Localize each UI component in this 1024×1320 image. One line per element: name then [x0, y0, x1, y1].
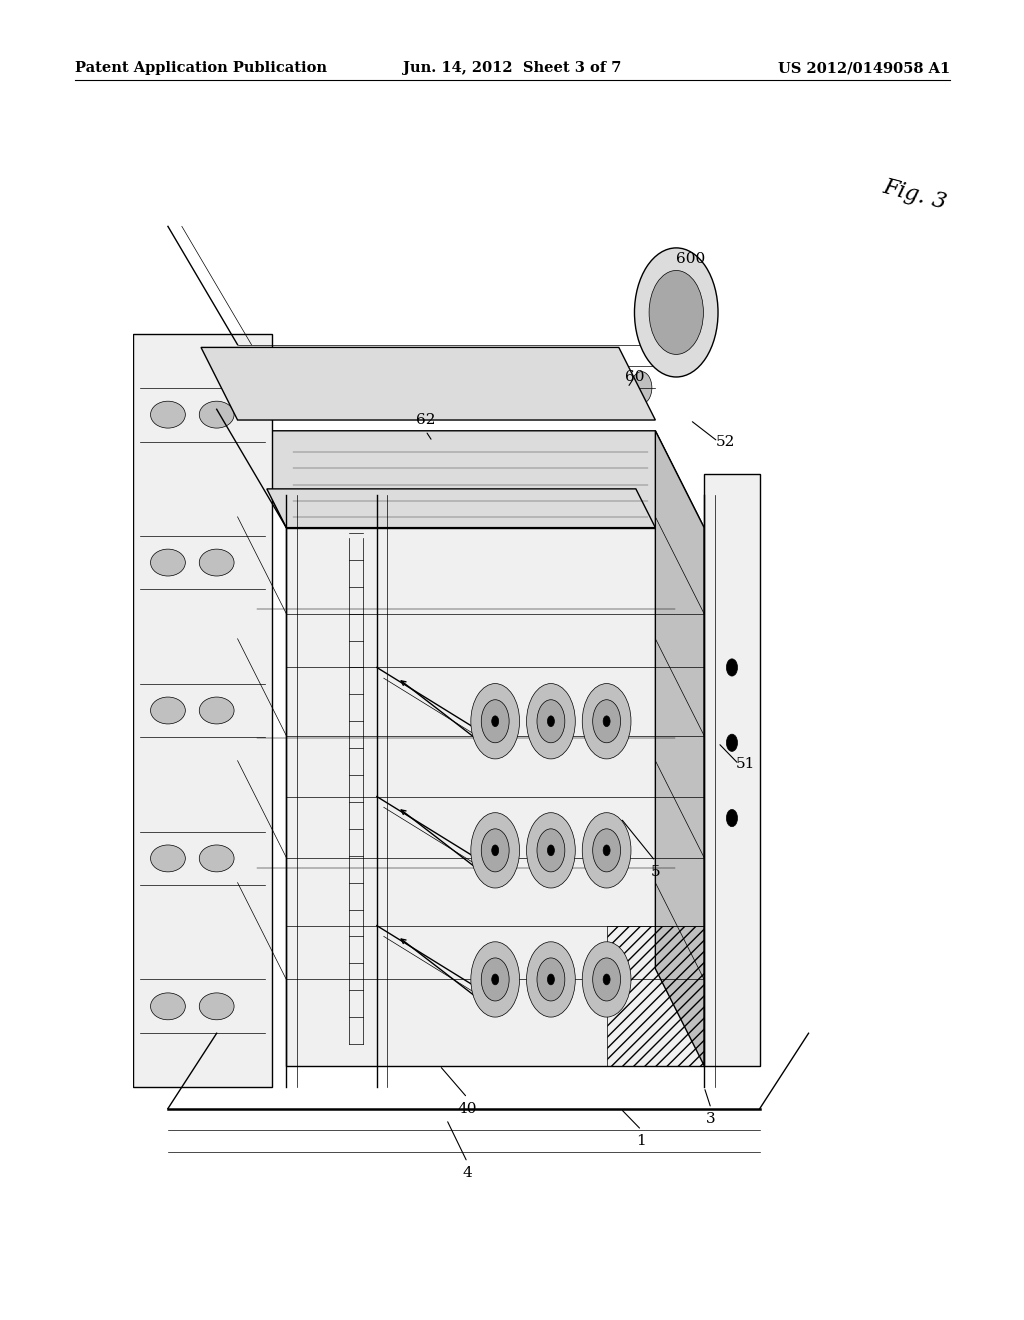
Circle shape: [548, 845, 554, 855]
Text: 600: 600: [676, 252, 705, 265]
Circle shape: [726, 659, 737, 676]
Text: 62: 62: [416, 413, 435, 428]
Polygon shape: [705, 474, 760, 1065]
Circle shape: [603, 845, 610, 855]
Text: Patent Application Publication: Patent Application Publication: [75, 61, 327, 75]
Text: 51: 51: [736, 758, 756, 771]
Ellipse shape: [200, 401, 234, 428]
Text: 60: 60: [625, 370, 644, 384]
Circle shape: [603, 715, 610, 726]
Polygon shape: [267, 488, 655, 528]
Circle shape: [492, 845, 499, 855]
Circle shape: [593, 958, 621, 1001]
Text: 40: 40: [458, 1101, 477, 1115]
Circle shape: [526, 941, 575, 1018]
Circle shape: [471, 684, 519, 759]
Ellipse shape: [200, 845, 234, 873]
Circle shape: [649, 271, 703, 354]
Polygon shape: [287, 528, 705, 1065]
Circle shape: [583, 813, 631, 888]
Circle shape: [548, 974, 554, 985]
Ellipse shape: [151, 401, 185, 428]
Circle shape: [492, 715, 499, 726]
Ellipse shape: [200, 993, 234, 1020]
Circle shape: [726, 734, 737, 751]
Ellipse shape: [200, 697, 234, 723]
Text: US 2012/0149058 A1: US 2012/0149058 A1: [778, 61, 950, 75]
Circle shape: [593, 700, 621, 743]
Circle shape: [526, 813, 575, 888]
Ellipse shape: [151, 845, 185, 873]
Circle shape: [548, 715, 554, 726]
Circle shape: [537, 700, 565, 743]
Text: 3: 3: [707, 1113, 716, 1126]
Circle shape: [526, 684, 575, 759]
Circle shape: [635, 248, 718, 378]
Text: 52: 52: [716, 434, 734, 449]
Circle shape: [537, 829, 565, 873]
Circle shape: [603, 974, 610, 985]
Ellipse shape: [200, 549, 234, 576]
Circle shape: [583, 684, 631, 759]
Circle shape: [481, 829, 509, 873]
Circle shape: [631, 372, 652, 404]
Circle shape: [726, 809, 737, 826]
Polygon shape: [655, 430, 705, 1065]
Circle shape: [537, 958, 565, 1001]
Circle shape: [593, 829, 621, 873]
Text: 5: 5: [650, 865, 660, 879]
Text: Fig. 3: Fig. 3: [880, 176, 948, 214]
Circle shape: [481, 700, 509, 743]
Text: Jun. 14, 2012  Sheet 3 of 7: Jun. 14, 2012 Sheet 3 of 7: [402, 61, 622, 75]
Ellipse shape: [151, 993, 185, 1020]
Text: 1: 1: [637, 1134, 646, 1148]
Polygon shape: [201, 347, 655, 420]
Circle shape: [471, 941, 519, 1018]
Circle shape: [583, 941, 631, 1018]
Circle shape: [471, 813, 519, 888]
Circle shape: [481, 958, 509, 1001]
Text: 4: 4: [463, 1166, 472, 1180]
Circle shape: [492, 974, 499, 985]
Circle shape: [610, 372, 631, 404]
Polygon shape: [238, 430, 705, 528]
Polygon shape: [133, 334, 272, 1088]
Ellipse shape: [151, 549, 185, 576]
Ellipse shape: [151, 697, 185, 723]
